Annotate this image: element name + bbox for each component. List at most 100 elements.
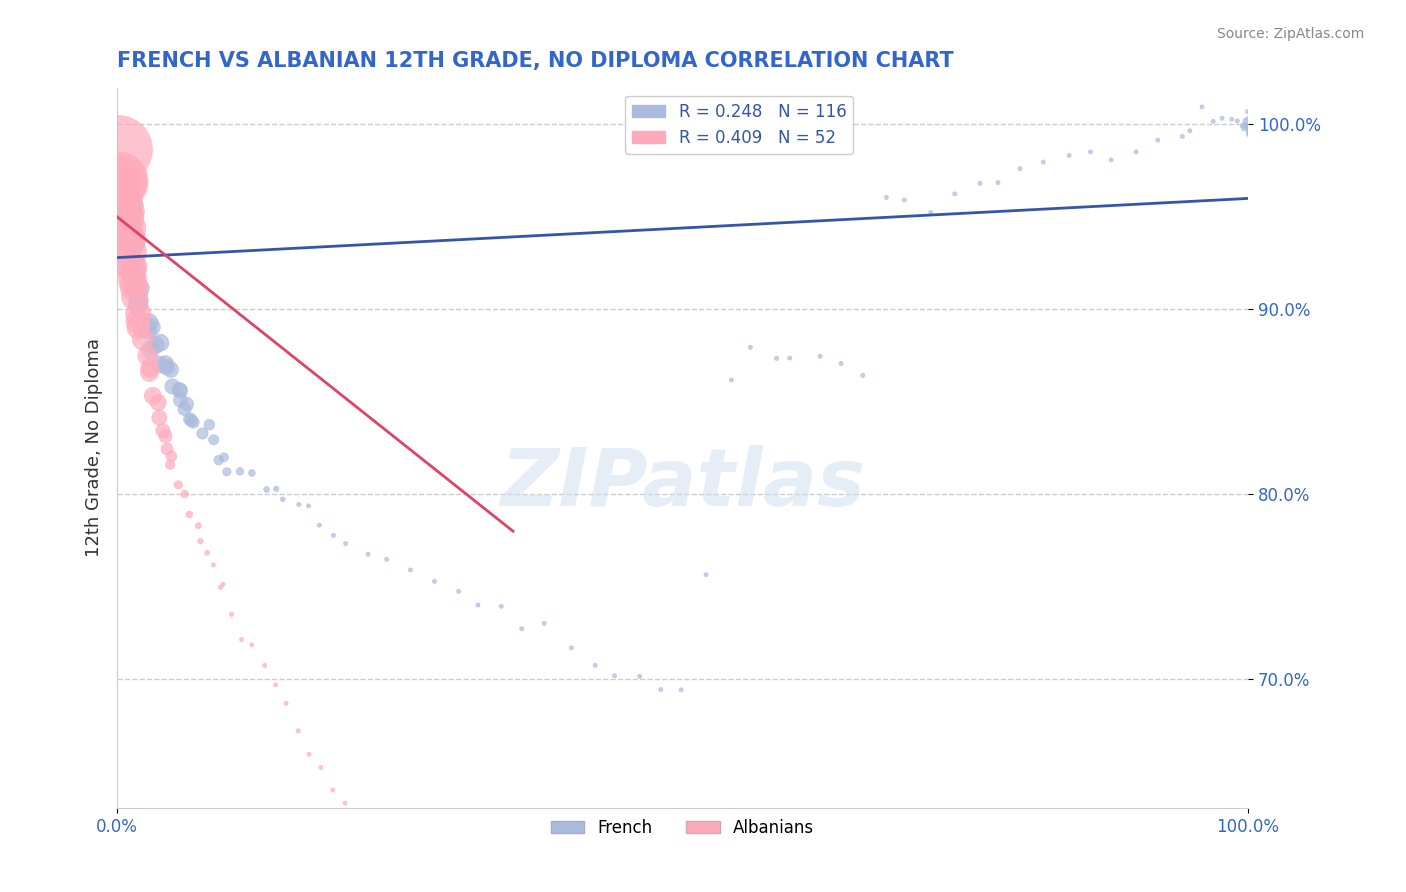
Point	[1237, 127, 1260, 141]
Point	[128, 293, 150, 308]
Point	[943, 186, 966, 201]
Point	[333, 796, 356, 810]
Point	[875, 190, 897, 204]
Point	[122, 237, 145, 252]
Point	[669, 682, 692, 697]
Point	[240, 466, 263, 480]
Point	[1237, 121, 1260, 136]
Point	[155, 429, 177, 443]
Point	[229, 464, 252, 478]
Point	[489, 599, 512, 614]
Text: Source: ZipAtlas.com: Source: ZipAtlas.com	[1216, 27, 1364, 41]
Point	[740, 340, 762, 354]
Point	[720, 373, 742, 387]
Point	[1241, 113, 1264, 128]
Point	[1237, 123, 1260, 137]
Point	[132, 332, 155, 346]
Point	[111, 178, 134, 193]
Point	[208, 453, 231, 467]
Point	[308, 518, 330, 533]
Point	[124, 290, 146, 304]
Point	[114, 200, 136, 214]
Point	[110, 188, 132, 202]
Point	[112, 196, 135, 211]
Point	[173, 487, 195, 501]
Point	[118, 250, 141, 264]
Point	[107, 175, 129, 189]
Point	[231, 632, 253, 647]
Point	[212, 450, 235, 465]
Point	[183, 415, 205, 429]
Point	[447, 584, 470, 599]
Point	[264, 678, 287, 692]
Point	[141, 320, 163, 334]
Point	[628, 669, 651, 683]
Point	[159, 458, 181, 472]
Point	[160, 450, 183, 464]
Point	[120, 244, 142, 259]
Point	[127, 307, 149, 321]
Point	[264, 482, 287, 496]
Point	[191, 426, 214, 441]
Point	[1237, 116, 1260, 130]
Point	[173, 402, 195, 417]
Point	[1236, 119, 1258, 133]
Point	[117, 233, 139, 247]
Point	[202, 558, 225, 572]
Point	[1202, 114, 1225, 128]
Legend: French, Albanians: French, Albanians	[544, 812, 821, 843]
Point	[298, 747, 321, 762]
Point	[169, 384, 191, 398]
Point	[1236, 112, 1258, 126]
Point	[120, 235, 142, 250]
Point	[1236, 121, 1258, 136]
Point	[1232, 120, 1254, 134]
Point	[288, 497, 311, 511]
Point	[169, 383, 191, 397]
Point	[423, 574, 446, 589]
Point	[115, 232, 138, 246]
Point	[1234, 117, 1257, 131]
Point	[322, 528, 344, 542]
Point	[969, 177, 991, 191]
Point	[112, 170, 135, 185]
Text: ZIPatlas: ZIPatlas	[501, 445, 865, 523]
Point	[297, 499, 319, 513]
Point	[155, 357, 177, 371]
Point	[357, 547, 380, 561]
Point	[765, 351, 787, 366]
Point	[111, 174, 134, 188]
Point	[533, 616, 555, 631]
Point	[1234, 113, 1257, 128]
Point	[1178, 124, 1201, 138]
Point	[110, 173, 132, 187]
Point	[162, 379, 184, 393]
Point	[212, 577, 235, 591]
Point	[159, 362, 181, 376]
Point	[187, 518, 209, 533]
Point	[179, 412, 201, 426]
Point	[1171, 129, 1194, 144]
Point	[1057, 148, 1080, 162]
Point	[118, 221, 141, 235]
Point	[1220, 112, 1243, 127]
Point	[1226, 114, 1249, 128]
Point	[180, 413, 202, 427]
Point	[112, 204, 135, 219]
Point	[138, 366, 160, 380]
Point	[121, 273, 143, 287]
Point	[169, 393, 191, 408]
Point	[120, 260, 142, 275]
Point	[120, 207, 142, 221]
Point	[1032, 155, 1054, 169]
Point	[1008, 161, 1031, 176]
Point	[209, 581, 232, 595]
Point	[127, 315, 149, 329]
Point	[221, 607, 243, 622]
Point	[138, 316, 160, 330]
Point	[467, 598, 489, 612]
Point	[167, 478, 190, 492]
Point	[1237, 128, 1260, 142]
Point	[127, 320, 149, 334]
Point	[120, 265, 142, 279]
